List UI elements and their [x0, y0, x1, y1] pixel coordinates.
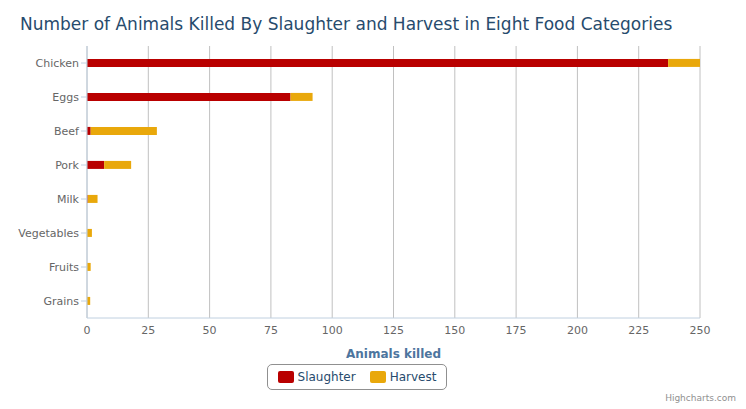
svg-text:50: 50	[203, 324, 217, 337]
svg-text:Chicken: Chicken	[36, 57, 80, 70]
svg-text:25: 25	[141, 324, 155, 337]
svg-text:200: 200	[567, 324, 588, 337]
svg-text:Eggs: Eggs	[52, 91, 79, 104]
svg-text:Pork: Pork	[55, 159, 79, 172]
svg-text:225: 225	[628, 324, 649, 337]
svg-text:Beef: Beef	[54, 125, 80, 138]
svg-text:150: 150	[444, 324, 465, 337]
svg-text:175: 175	[506, 324, 527, 337]
svg-text:Animals killed: Animals killed	[346, 347, 441, 360]
html-text:Number of Animals Killed By Sl: Number of Animals Killed By Slaughter an…	[20, 14, 673, 34]
html-text:Slaughter: Slaughter	[297, 370, 356, 384]
svg-text:0: 0	[84, 324, 91, 337]
svg-text:Milk: Milk	[57, 193, 80, 206]
html-text:Harvest: Harvest	[389, 370, 437, 384]
svg-text:Vegetables: Vegetables	[18, 227, 79, 240]
svg-text:75: 75	[264, 324, 278, 337]
html-text:Highcharts.com: Highcharts.com	[665, 393, 736, 403]
svg-text:100: 100	[322, 324, 343, 337]
svg-text:250: 250	[690, 324, 711, 337]
svg-text:Grains: Grains	[43, 295, 79, 308]
svg-text:125: 125	[383, 324, 404, 337]
svg-text:Fruits: Fruits	[49, 261, 79, 274]
